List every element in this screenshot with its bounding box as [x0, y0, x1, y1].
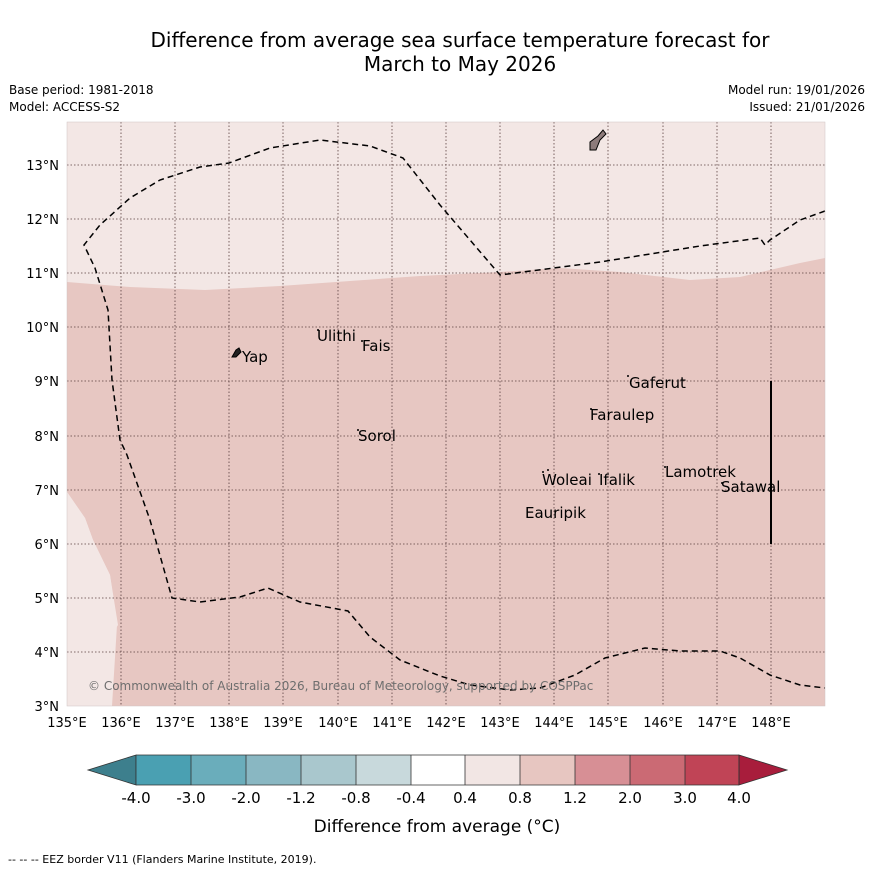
place-label-satawal: Satawal — [721, 478, 780, 496]
colorbar: -4.0 -3.0 -2.0 -1.2 -0.8 -0.4 0.4 0.8 1.… — [86, 754, 789, 837]
eez-legend-note: -- -- -- EEZ border V11 (Flanders Marine… — [8, 853, 317, 866]
lon-tick: 142°E — [426, 716, 466, 731]
place-label-lamotrek: Lamotrek — [665, 463, 736, 481]
lon-tick: 146°E — [643, 716, 683, 731]
weak-warm-anomaly-corner — [67, 492, 118, 706]
place-label-faraulep: Faraulep — [590, 406, 654, 424]
colorbar-segment — [301, 755, 356, 785]
eez-border — [83, 139, 826, 691]
colorbar-segment — [246, 755, 301, 785]
colorbar-tick: 2.0 — [618, 789, 642, 807]
colorbar-tick: 1.2 — [563, 789, 587, 807]
lat-axis: 3°N 4°N 5°N 6°N 7°N 8°N 9°N 10°N 11°N 12… — [26, 159, 59, 715]
colorbar-tick: 0.8 — [508, 789, 532, 807]
lon-tick: 145°E — [588, 716, 628, 731]
copyright-text: © Commonwealth of Australia 2026, Bureau… — [88, 679, 593, 693]
lat-tick: 8°N — [35, 430, 60, 445]
lat-tick: 11°N — [26, 267, 59, 282]
lon-tick: 139°E — [263, 716, 303, 731]
colorbar-segment — [411, 755, 465, 785]
place-labels: Yap Ulithi Fais Gaferut Faraulep Sorol W… — [241, 327, 780, 522]
lon-axis: 135°E 136°E 137°E 138°E 139°E 140°E 141°… — [47, 716, 791, 731]
place-label-ifalik: Ifalik — [599, 471, 635, 489]
colorbar-tick: -0.8 — [341, 789, 370, 807]
map-title-line1: Difference from average sea surface temp… — [150, 28, 770, 52]
lon-tick: 143°E — [480, 716, 520, 731]
colorbar-tick: 3.0 — [673, 789, 697, 807]
lon-tick: 135°E — [47, 716, 87, 731]
yap-island — [231, 347, 242, 358]
colorbar-segment — [191, 755, 246, 785]
model-name: Model: ACCESS-S2 — [9, 100, 121, 114]
place-label-sorol: Sorol — [358, 427, 396, 445]
lat-tick: 5°N — [35, 592, 60, 607]
moderate-warm-anomaly-region — [67, 258, 825, 706]
lon-tick: 141°E — [372, 716, 412, 731]
lon-tick: 138°E — [209, 716, 249, 731]
place-label-ulithi: Ulithi — [317, 327, 356, 345]
place-label-eauripik: Eauripik — [525, 504, 586, 522]
lat-tick: 3°N — [35, 700, 60, 715]
lat-tick: 10°N — [26, 321, 59, 336]
map-panel: Yap Ulithi Fais Gaferut Faraulep Sorol W… — [66, 121, 826, 707]
colorbar-tick: 4.0 — [727, 789, 751, 807]
lat-tick: 9°N — [35, 375, 60, 390]
colorbar-low-extend — [86, 754, 137, 786]
lon-tick: 148°E — [751, 716, 791, 731]
graticule — [67, 122, 825, 706]
place-label-fais: Fais — [362, 337, 391, 355]
colorbar-segment — [356, 755, 411, 785]
lat-tick: 13°N — [26, 159, 59, 174]
colorbar-title: Difference from average (°C) — [314, 817, 561, 837]
colorbar-tick: -2.0 — [231, 789, 260, 807]
map-title-line2: March to May 2026 — [363, 52, 557, 76]
lon-tick: 137°E — [155, 716, 195, 731]
place-label-woleai: Woleai — [542, 471, 592, 489]
colorbar-tick: -3.0 — [176, 789, 205, 807]
colorbar-segment — [520, 755, 575, 785]
place-label-yap: Yap — [241, 348, 268, 366]
colorbar-segment — [685, 755, 739, 785]
lon-tick: 136°E — [101, 716, 141, 731]
colorbar-segment — [575, 755, 630, 785]
lat-tick: 6°N — [35, 538, 60, 553]
colorbar-tick: -1.2 — [286, 789, 315, 807]
colorbar-segment — [136, 755, 191, 785]
lon-tick: 140°E — [318, 716, 358, 731]
atoll-dots — [317, 329, 723, 484]
colorbar-segment — [630, 755, 685, 785]
lon-tick: 147°E — [697, 716, 737, 731]
model-run: Model run: 19/01/2026 — [727, 83, 865, 97]
guam-island — [589, 129, 607, 151]
base-period: Base period: 1981-2018 — [9, 83, 154, 97]
issued-date: Issued: 21/01/2026 — [749, 100, 865, 114]
lat-tick: 12°N — [26, 213, 59, 228]
lat-tick: 7°N — [35, 484, 60, 499]
colorbar-tick: -0.4 — [396, 789, 425, 807]
colorbar-high-extend — [738, 754, 789, 786]
colorbar-segment — [465, 755, 520, 785]
place-label-gaferut: Gaferut — [629, 374, 686, 392]
colorbar-tick: -4.0 — [121, 789, 150, 807]
map-frame — [66, 121, 826, 707]
lat-tick: 4°N — [35, 646, 60, 661]
lon-tick: 144°E — [534, 716, 574, 731]
colorbar-tick: 0.4 — [453, 789, 477, 807]
